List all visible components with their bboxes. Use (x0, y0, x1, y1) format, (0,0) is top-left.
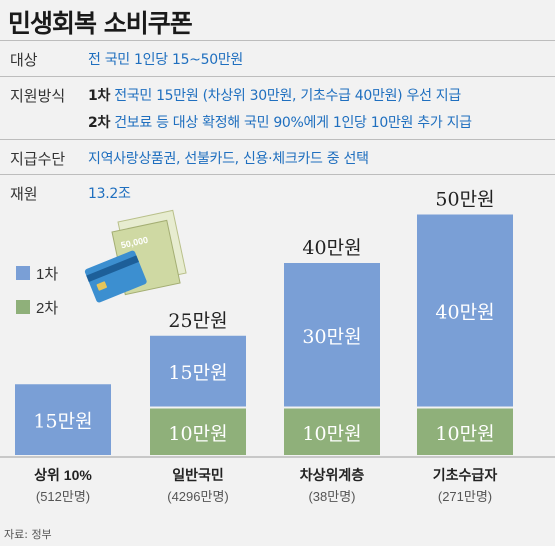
bar-1-1 (15, 384, 111, 455)
category-sublabel-2: (4296만명) (167, 489, 229, 504)
bars: 15만원 10만원 15만원 25만원 10만원 30만원 40만원 10만원 40만원 50만원 (15, 189, 513, 455)
bar-2-4 (417, 408, 513, 455)
category-sublabel-4: (271만명) (438, 489, 492, 504)
method-line-2: 2차 건보료 등 대상 확정해 국민 90%에게 1인당 10만원 추가 지급 (88, 112, 472, 132)
page-title: 민생회복 소비쿠폰 (8, 9, 193, 38)
category-label-3: 차상위계층 (300, 467, 365, 483)
bar-value-1-4: 40만원 (435, 302, 494, 324)
bar-value-1-1: 15만원 (33, 411, 92, 433)
budget-value: 13.2조 (88, 186, 131, 202)
target-label: 대상 (10, 51, 38, 69)
method-label: 지원방식 (10, 87, 66, 105)
info-row-target: 대상 전 국민 1인당 15~50만원 (0, 40, 555, 77)
target-value: 전 국민 1인당 15~50만원 (88, 52, 243, 68)
means-value: 지역사랑상품권, 선불카드, 신용·체크카드 중 선택 (88, 151, 369, 167)
bar-2-2 (150, 408, 246, 455)
money-illustration: 50,000 (84, 209, 187, 303)
bar-value-2-4: 10만원 (435, 423, 494, 445)
legend-swatch-2 (16, 300, 30, 314)
bar-chart: 50,000 1차 2차 15만원 10만원 15만원 25만원 10만원 30만원 40만원… (0, 189, 555, 504)
category-label-4: 기초수급자 (433, 467, 498, 483)
bar-value-1-2: 15만원 (168, 362, 227, 384)
bar-1-4 (417, 214, 513, 407)
budget-label: 재원 (10, 185, 38, 203)
method-line-1-num: 1차 (88, 88, 111, 104)
means-label: 지급수단 (10, 150, 66, 168)
bar-total-3: 40만원 (302, 237, 361, 259)
legend-label-2: 2차 (36, 300, 58, 317)
info-row-means: 지급수단 지역사랑상품권, 선불카드, 신용·체크카드 중 선택 (0, 140, 555, 175)
source-note: 자료: 정부 (4, 528, 52, 541)
method-line-1-text: 전국민 15만원 (차상위 30만원, 기초수급 40만원) 우선 지급 (114, 88, 461, 104)
legend-swatch-1 (16, 266, 30, 280)
category-label-2: 일반국민 (172, 467, 224, 483)
bar-value-2-2: 10만원 (168, 423, 227, 445)
bar-total-4: 50만원 (435, 189, 494, 211)
category-sublabel-3: (38만명) (308, 489, 355, 504)
method-line-2-text: 건보료 등 대상 확정해 국민 90%에게 1인당 10만원 추가 지급 (114, 115, 472, 131)
legend-label-1: 1차 (36, 266, 58, 283)
info-row-budget: 재원 13.2조 (0, 175, 555, 211)
bar-1-2 (150, 335, 246, 407)
info-row-method: 지원방식 1차 전국민 15만원 (차상위 30만원, 기초수급 40만원) 우… (0, 77, 555, 140)
method-line-2-num: 2차 (88, 115, 111, 131)
bar-2-3 (284, 408, 380, 455)
bar-value-2-3: 10만원 (302, 423, 361, 445)
info-table: 대상 전 국민 1인당 15~50만원 지원방식 1차 전국민 15만원 (차상… (0, 40, 555, 211)
method-line-1: 1차 전국민 15만원 (차상위 30만원, 기초수급 40만원) 우선 지급 (88, 85, 461, 105)
x-axis-labels: 상위 10% (512만명) 일반국민 (4296만명) 차상위계층 (38만명) 기초수급… (34, 467, 497, 504)
category-label-1: 상위 10% (34, 467, 92, 483)
bar-total-2: 25만원 (168, 310, 227, 332)
legend: 1차 2차 (16, 266, 58, 317)
bar-1-3 (284, 263, 380, 407)
category-sublabel-1: (512만명) (36, 489, 90, 504)
bar-value-1-3: 30만원 (302, 326, 361, 348)
